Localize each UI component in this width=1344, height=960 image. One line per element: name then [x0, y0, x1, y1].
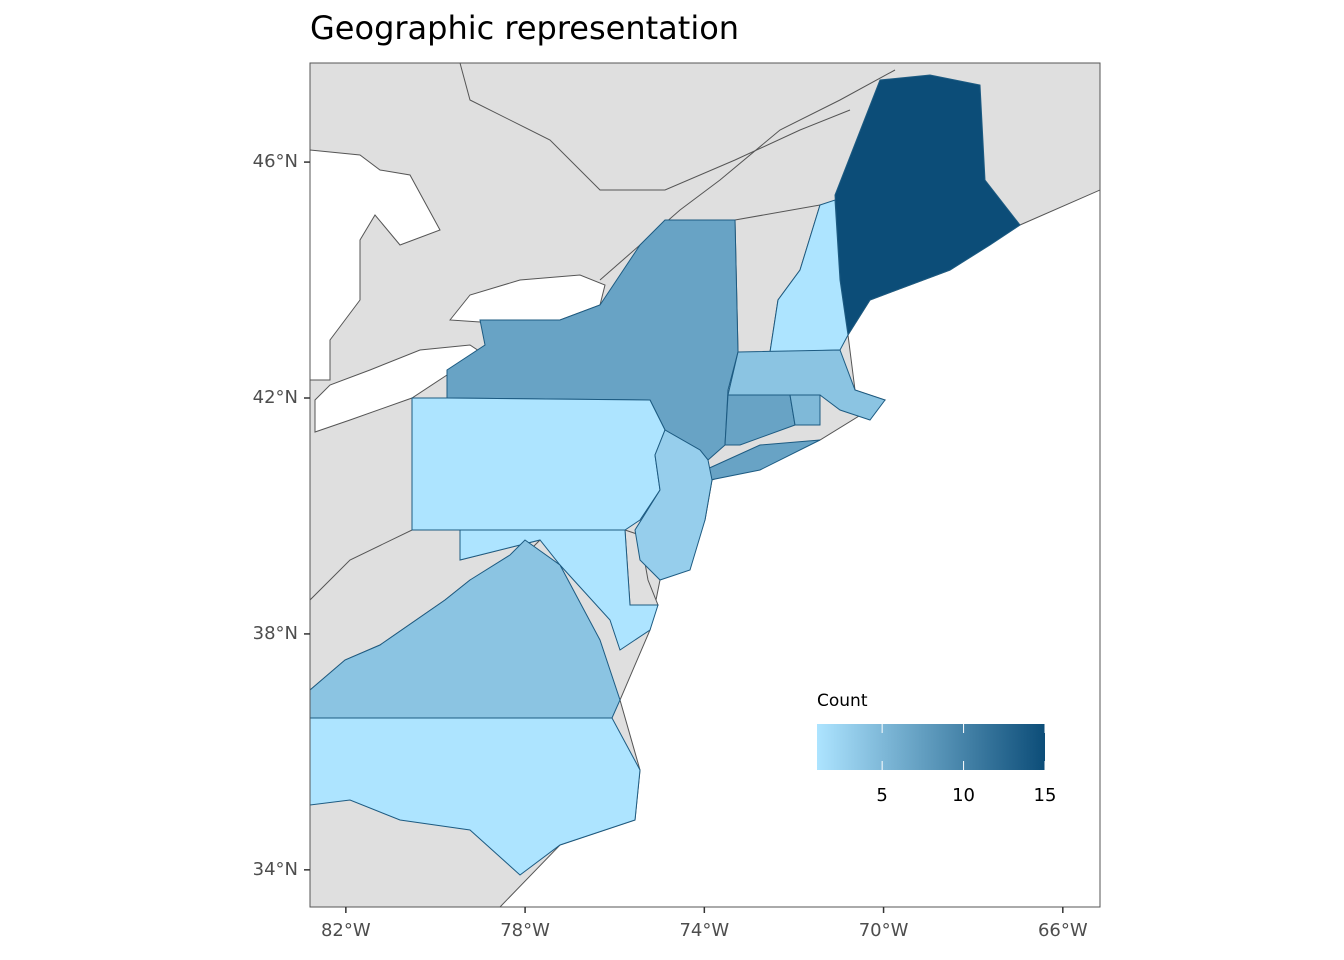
y-tick-label: 34°N [253, 859, 298, 880]
colorbar-tick-label: 5 [876, 785, 887, 806]
y-tick-label: 42°N [253, 387, 298, 408]
border-line [459, 63, 851, 191]
y-tick-label: 46°N [253, 151, 298, 172]
x-tick-label: 66°W [1038, 920, 1088, 941]
region [411, 397, 666, 531]
region [724, 394, 796, 446]
region [459, 529, 659, 651]
colorbar-tick-label: 10 [952, 785, 975, 806]
colorbar [817, 724, 1045, 770]
x-tick-label: 74°W [679, 920, 729, 941]
y-tick-label: 38°N [253, 623, 298, 644]
region [634, 429, 713, 581]
x-tick-label: 70°W [859, 920, 909, 941]
region [310, 717, 641, 876]
x-tick-label: 82°W [321, 920, 371, 941]
lake-huron [310, 149, 441, 381]
map-panel [310, 63, 1100, 907]
chart-title: Geographic representation [310, 9, 739, 47]
region [789, 394, 821, 426]
colorbar-tick-label: 15 [1034, 785, 1057, 806]
legend-title: Count [817, 691, 868, 711]
x-tick-label: 78°W [500, 920, 550, 941]
